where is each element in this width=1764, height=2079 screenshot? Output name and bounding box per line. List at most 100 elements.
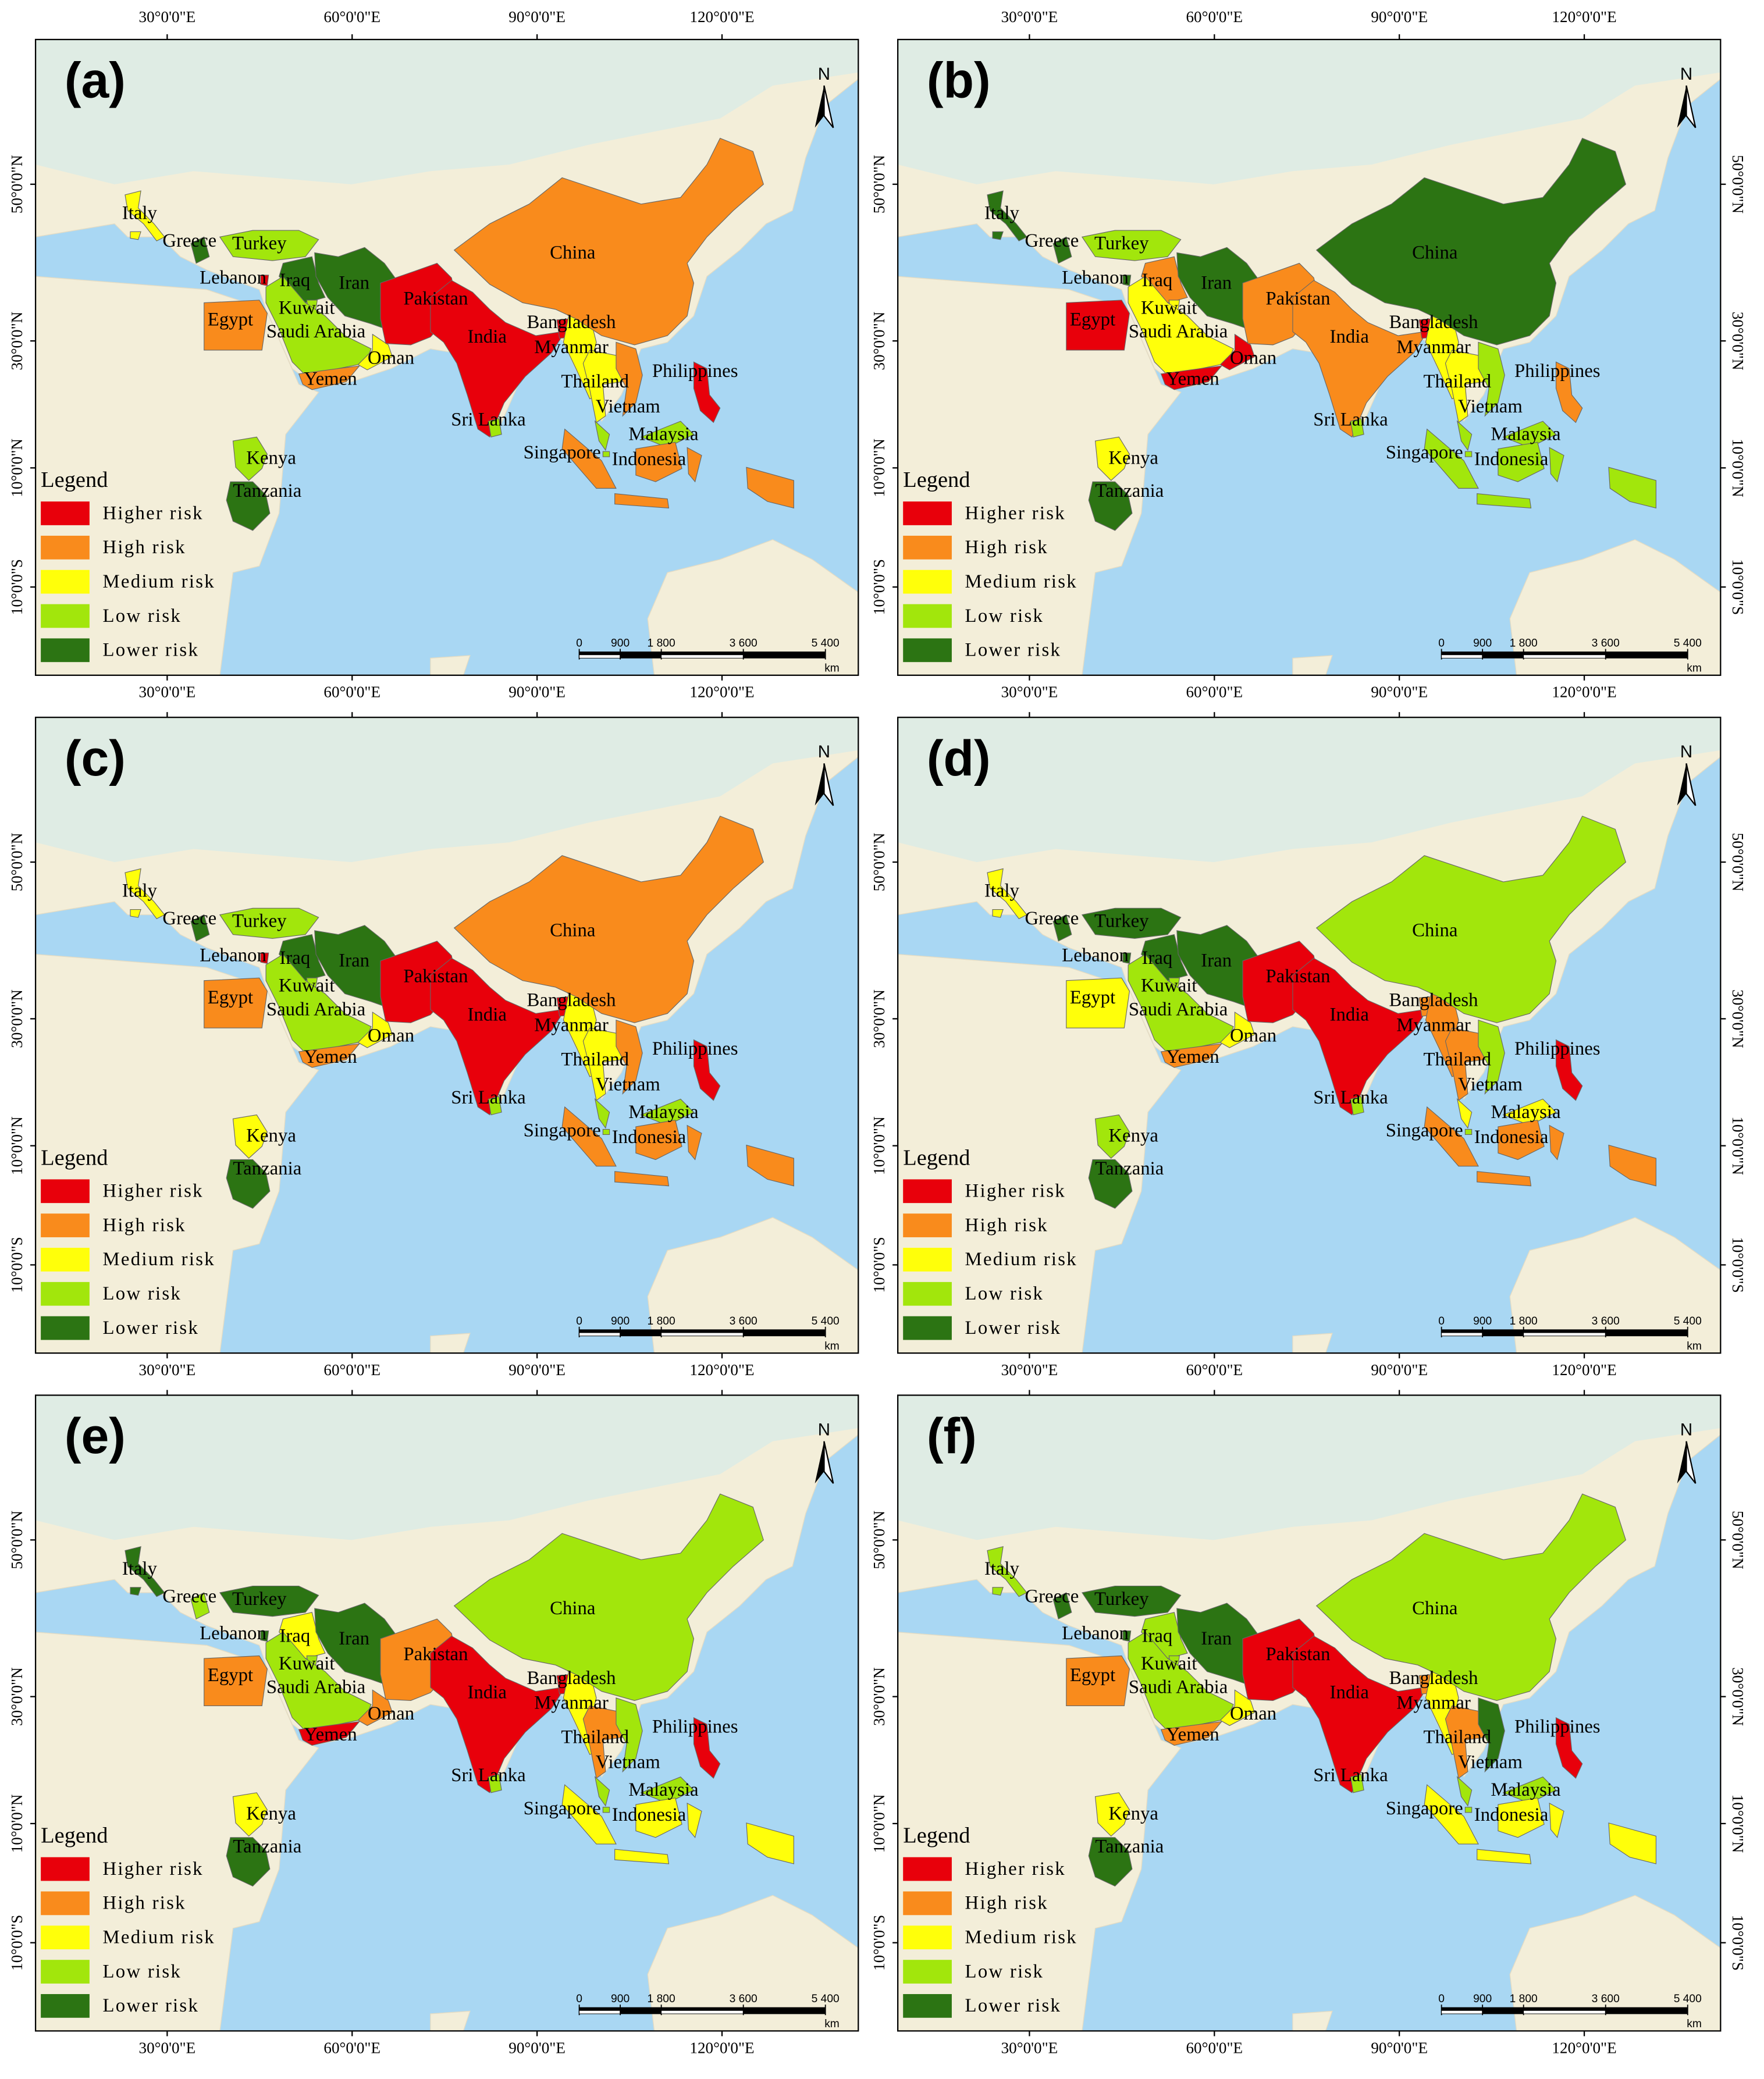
country <box>640 1777 695 1804</box>
lat-label: 10°0'0"S <box>1729 1915 1747 1971</box>
scale-segment <box>1605 2010 1688 2014</box>
land <box>430 1333 471 1354</box>
country <box>602 1129 610 1135</box>
country-label: Egypt <box>1070 987 1115 1008</box>
country-label: Philippines <box>1514 1038 1601 1059</box>
country <box>357 1689 393 1726</box>
scale-unit: km <box>1687 1340 1702 1352</box>
legend-swatch <box>903 1891 952 1916</box>
scale-segment <box>579 2010 621 2014</box>
scale-segment <box>1523 652 1606 655</box>
legend-title: Legend <box>903 1145 970 1170</box>
lon-label: 90°0'0"E <box>508 2039 566 2056</box>
country <box>746 467 794 509</box>
legend-label: High risk <box>965 1893 1048 1914</box>
country <box>616 341 643 417</box>
country-label: Bangladesh <box>527 989 616 1010</box>
country-label: Pakistan <box>1265 288 1330 309</box>
country-label: Pakistan <box>403 1644 468 1665</box>
scale-segment <box>579 654 621 658</box>
country <box>1555 1039 1583 1101</box>
country-label: Singapore <box>524 1120 601 1141</box>
country-label: Indonesia <box>1474 449 1549 470</box>
legend-label: High risk <box>102 537 186 558</box>
lon-label: 90°0'0"E <box>1371 2039 1428 2056</box>
country <box>1477 1849 1532 1864</box>
lon-label: 60°0'0"E <box>1186 2039 1243 2056</box>
country <box>1066 1655 1130 1707</box>
scale-segment <box>620 1332 662 1337</box>
lon-label: 90°0'0"E <box>1371 8 1428 26</box>
scale-segment <box>1482 2010 1524 2014</box>
country-label: Pakistan <box>403 966 468 987</box>
country-label: Myanmar <box>534 337 609 358</box>
country-label: Turkey <box>1094 911 1149 932</box>
lat-label: 10°0'0"S <box>8 1237 26 1293</box>
scale-segment <box>579 652 621 655</box>
country <box>1122 952 1132 964</box>
country-label: Philippines <box>652 1716 738 1737</box>
country <box>1498 1119 1545 1160</box>
scale-segment <box>1441 2007 1483 2011</box>
lon-label: 120°0'0"E <box>689 8 754 26</box>
lon-label: 90°0'0"E <box>508 1361 566 1379</box>
legend-label: Low risk <box>102 1283 182 1304</box>
legend-label: Medium risk <box>102 1249 215 1270</box>
country <box>746 1144 794 1187</box>
country-label: Indonesia <box>612 449 687 470</box>
lon-label: 30°0'0"E <box>1001 2039 1058 2056</box>
country-label: Malaysia <box>628 424 699 445</box>
country-label: Egypt <box>1070 309 1115 330</box>
country <box>1292 1635 1433 1793</box>
country-label: Yemen <box>304 368 357 389</box>
lat-label: 50°0'0"N <box>1729 833 1747 892</box>
northern-land <box>35 1395 859 1540</box>
lat-label: 10°0'0"N <box>8 1795 26 1853</box>
legend-label: Low risk <box>965 1961 1044 1982</box>
panel-label: (b) <box>927 53 991 109</box>
country-label: India <box>1330 326 1370 347</box>
country-label: Sri Lanka <box>451 1765 526 1786</box>
country <box>992 1587 1004 1596</box>
legend-label: Low risk <box>965 1283 1044 1304</box>
country <box>987 190 1027 241</box>
panel-label: (c) <box>65 731 126 786</box>
country-label: Malaysia <box>628 1779 699 1800</box>
country-label: Italy <box>984 202 1020 223</box>
country-label: Singapore <box>1386 1120 1463 1141</box>
country <box>1081 230 1182 261</box>
north-arrow <box>815 1441 824 1484</box>
scale-segment <box>743 652 826 655</box>
country-label: Tanzania <box>1095 1836 1164 1857</box>
country <box>190 1592 210 1619</box>
lat-label: 10°0'0"S <box>870 1237 888 1293</box>
lon-label: 30°0'0"E <box>1001 1361 1058 1379</box>
country <box>1350 1774 1364 1793</box>
country <box>635 442 682 482</box>
country-label: Vietnam <box>1458 1074 1523 1095</box>
lon-label: 60°0'0"E <box>323 1361 380 1379</box>
legend-swatch <box>41 1960 90 1984</box>
country <box>260 952 269 964</box>
lat-label: 30°0'0"N <box>870 1667 888 1726</box>
lat-label: 30°0'0"N <box>8 989 26 1048</box>
country <box>1502 421 1557 448</box>
lat-label: 10°0'0"N <box>1729 439 1747 497</box>
country-label: Sri Lanka <box>1313 1087 1388 1108</box>
legend-label: Low risk <box>102 1961 182 1982</box>
scale-label: 0 <box>576 1993 582 2005</box>
country-label: Turkey <box>1094 1589 1149 1610</box>
country <box>226 1159 271 1209</box>
country-label: Lebanon <box>1062 267 1129 288</box>
country-label: India <box>467 1682 507 1703</box>
country-label: Saudi Arabia <box>1129 1677 1228 1698</box>
lon-label: 90°0'0"E <box>508 683 566 701</box>
scale-segment <box>661 2007 744 2011</box>
lat-label: 50°0'0"N <box>870 155 888 213</box>
scale-label: 3 600 <box>1592 1315 1620 1327</box>
country-label: Tanzania <box>233 480 301 501</box>
scale-segment <box>743 1329 826 1333</box>
scale-segment <box>1482 654 1524 658</box>
country-label: Greece <box>162 908 216 929</box>
country <box>561 1106 617 1167</box>
